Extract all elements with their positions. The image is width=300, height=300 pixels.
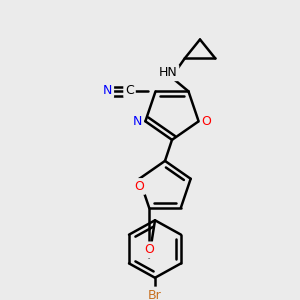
- Text: N: N: [103, 84, 112, 97]
- Text: HN: HN: [159, 66, 177, 79]
- Text: N: N: [133, 115, 142, 128]
- Text: C: C: [125, 84, 134, 97]
- Text: O: O: [134, 180, 144, 193]
- Text: O: O: [202, 115, 212, 128]
- Text: O: O: [144, 243, 154, 256]
- Text: Br: Br: [148, 289, 162, 300]
